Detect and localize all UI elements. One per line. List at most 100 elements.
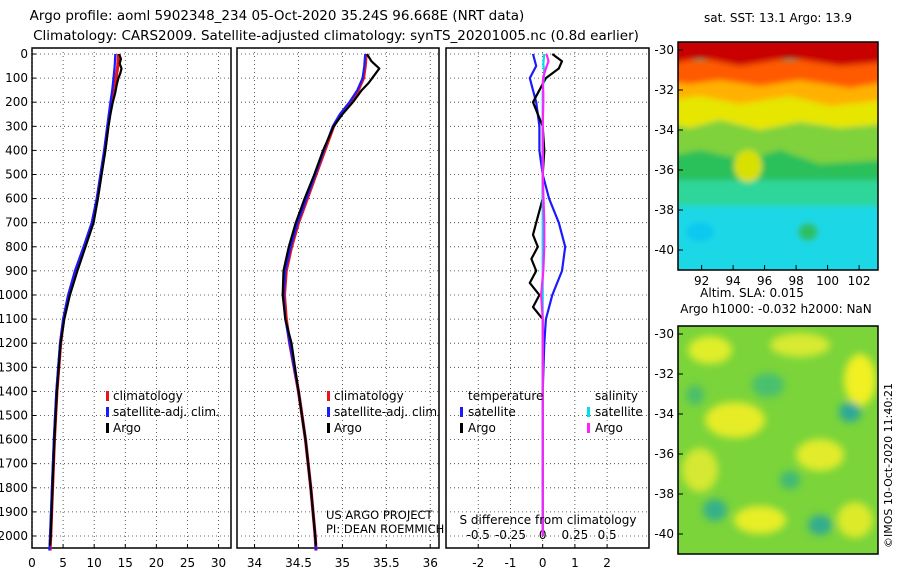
difference-grid <box>446 48 649 548</box>
legend-temp-satellite-label: satellite <box>468 405 516 419</box>
salinity-panel: 34 34.5 35 35.5 36 climatology satellite-adj… <box>236 47 444 570</box>
header-line-1: Argo profile: aoml 5902348_234 05-Oct-20… <box>30 8 525 24</box>
secondary-tick-label: -0.25 <box>495 528 526 542</box>
salinity-grid <box>237 48 439 548</box>
legend-sal-argo-label: Argo <box>595 421 623 435</box>
temperature-x-axis: 0 5 10 15 20 25 30 <box>28 544 226 570</box>
credit-project: US ARGO PROJECT <box>326 508 434 522</box>
y-tick-label: 1900 <box>0 505 28 519</box>
secondary-tick-label: -0.5 <box>467 528 490 542</box>
series-line-satellite-adj-clim- <box>48 53 117 551</box>
sla-field <box>678 326 878 554</box>
legend-temp-argo-label: Argo <box>468 421 496 435</box>
x-tick-label: 0 <box>539 556 547 570</box>
y-tick-label: 1200 <box>0 336 28 350</box>
y-tick-label: 1100 <box>0 312 28 326</box>
depth-axis: 0 100 200 300 400 500 600 700 800 900 1000 1100 1200… <box>0 47 36 543</box>
y-tick-label: 100 <box>5 71 28 85</box>
sla-lat-axis: -30 -32 -34 -36 -38 -40 <box>654 327 683 541</box>
lon-tick-label: 94 <box>725 274 740 288</box>
x-tick-label: 10 <box>87 556 102 570</box>
legend-argo-swatch <box>106 423 109 433</box>
x-tick-label: 15 <box>118 556 133 570</box>
lon-tick-label: 92 <box>694 274 709 288</box>
lat-tick-label: -32 <box>654 83 674 97</box>
lat-tick-label: -40 <box>654 243 674 257</box>
x-tick-label: 35.5 <box>373 556 400 570</box>
series-line-argo <box>48 53 123 546</box>
x-tick-label: -1 <box>504 556 516 570</box>
legend-climatology-label: climatology <box>334 389 404 403</box>
difference-x-axis: -2 -1 0 1 2 <box>472 544 611 570</box>
series-line-satellite-adj-clim- <box>282 53 367 551</box>
temperature-panel: 0100200300400500600700800900100011001200… <box>0 47 232 570</box>
x-tick-label: -2 <box>472 556 484 570</box>
temperature-legend: climatology satellite-adj. clim. Argo <box>106 389 220 435</box>
y-tick-label: 1800 <box>0 481 28 495</box>
imos-timestamp: ©IMOS 10-Oct-2020 11:40:21 <box>882 383 895 548</box>
sst-lat-axis: -30 -32 -34 -36 -38 -40 <box>654 43 683 257</box>
x-tick-label: 35 <box>335 556 350 570</box>
x-tick-label: 0 <box>28 556 36 570</box>
x-tick-label: 30 <box>211 556 226 570</box>
y-tick-label: 1700 <box>0 457 28 471</box>
series-line-salinity-argo <box>539 53 550 536</box>
lon-tick-label: 100 <box>816 274 839 288</box>
legend-climatology-swatch <box>327 391 330 401</box>
sst-lon-axis: 92 94 96 98 100 102 <box>694 265 871 288</box>
y-tick-label: 900 <box>5 264 28 278</box>
legend-climatology-swatch <box>106 391 109 401</box>
y-tick-label: 1600 <box>0 433 28 447</box>
difference-series <box>528 53 567 536</box>
legend-temperature-title: temperature <box>468 389 543 403</box>
salinity-x-axis: 34 34.5 35 35.5 36 <box>247 544 438 570</box>
y-tick-label: 1500 <box>0 409 28 423</box>
lat-tick-label: -30 <box>654 327 674 341</box>
secondary-axis-title: S difference from climatology <box>460 513 637 527</box>
legend-satellite-label: satellite-adj. clim. <box>334 405 441 419</box>
series-line-temperature-satellite <box>528 53 567 536</box>
y-tick-label: 400 <box>5 143 28 157</box>
lon-tick-label: 96 <box>757 274 772 288</box>
y-tick-label: 500 <box>5 168 28 182</box>
difference-legend: temperature satellite Argo salinity sate… <box>460 389 643 435</box>
secondary-tick-label: 0.25 <box>562 528 589 542</box>
y-tick-label: 600 <box>5 192 28 206</box>
lat-tick-label: -38 <box>654 203 674 217</box>
x-tick-label: 2 <box>603 556 611 570</box>
legend-argo-label: Argo <box>113 421 141 435</box>
legend-satellite-swatch <box>106 407 109 417</box>
x-tick-label: 34.5 <box>285 556 312 570</box>
sla-map: Altim. SLA: 0.015 Argo h1000: -0.032 h20… <box>654 286 879 555</box>
sla-map-subtitle: Argo h1000: -0.032 h2000: NaN <box>680 302 872 316</box>
salinity-legend: climatology satellite-adj. clim. Argo <box>327 389 441 435</box>
x-tick-label: 36 <box>423 556 438 570</box>
legend-climatology-label: climatology <box>113 389 183 403</box>
lat-tick-label: -36 <box>654 163 674 177</box>
x-tick-label: 20 <box>149 556 164 570</box>
x-tick-label: 25 <box>180 556 195 570</box>
lat-tick-label: -34 <box>654 123 674 137</box>
y-tick-label: 1400 <box>0 384 28 398</box>
sst-map: sat. SST: 13.1 Argo: 13.9 -30-32-34-36-3… <box>654 11 879 288</box>
temperature-series <box>48 53 123 551</box>
lon-tick-label: 102 <box>848 274 871 288</box>
sst-map-title: sat. SST: 13.1 Argo: 13.9 <box>704 11 852 25</box>
series-line-climatology <box>282 53 368 551</box>
lat-tick-label: -30 <box>654 43 674 57</box>
legend-temp-argo-swatch <box>460 423 463 433</box>
sla-map-title: Altim. SLA: 0.015 <box>700 286 804 300</box>
sst-field <box>678 42 878 270</box>
series-line-argo <box>281 53 381 546</box>
x-tick-label: 1 <box>571 556 579 570</box>
legend-salinity-title: salinity <box>595 389 638 403</box>
difference-panel: -2 -1 0 1 2 -0.5 -0.25 0 0.25 0.5 temperature sa… <box>445 47 650 570</box>
legend-sal-argo-swatch <box>587 423 590 433</box>
lat-tick-label: -34 <box>654 407 674 421</box>
lat-tick-label: -38 <box>654 487 674 501</box>
lat-tick-label: -36 <box>654 447 674 461</box>
lon-tick-label: 98 <box>788 274 803 288</box>
salinity-difference-x-axis: -0.5 -0.25 0 0.25 0.5 <box>467 528 617 542</box>
legend-sal-satellite-label: satellite <box>595 405 643 419</box>
